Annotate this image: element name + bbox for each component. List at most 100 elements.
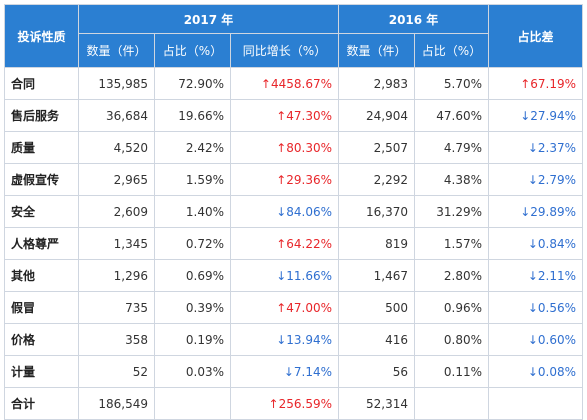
share-2016-cell: 4.79% (413, 131, 490, 164)
growth-2017-cell: ↑64.22% (230, 227, 339, 260)
share-2017-cell: 2.42% (154, 131, 231, 164)
growth-2017-cell: ↑47.00% (230, 291, 339, 324)
qty-2017-cell: 186,549 (78, 387, 155, 420)
share-2017-cell: 19.66% (154, 99, 231, 132)
table-row: 虚假宣传 2,965 1.59% ↑29.36% 2,292 4.38% ↓2.79% (4, 163, 584, 196)
share-2017-cell: 1.40% (154, 195, 231, 228)
share-2016-cell: 31.29% (413, 195, 490, 228)
growth-2017-cell: ↑256.59% (230, 387, 339, 420)
share-2016-cell: 1.57% (413, 227, 490, 260)
qty-2016-cell: 16,370 (338, 195, 415, 228)
row-name-cell: 合计 (4, 387, 79, 420)
share-2016-cell: 5.70% (413, 67, 490, 100)
table-body: 合同 135,985 72.90% ↑4458.67% 2,983 5.70% ↑67.19… (4, 67, 584, 420)
header-qty-2016: 数量（件） (338, 33, 415, 68)
share-diff-cell: ↓0.56% (488, 291, 584, 324)
table-row: 价格 358 0.19% ↓13.94% 416 0.80% ↓0.60% (4, 323, 584, 356)
share-2016-cell (413, 387, 490, 420)
qty-2017-cell: 1,296 (78, 259, 155, 292)
growth-2017-cell: ↑47.30% (230, 99, 339, 132)
table-row: 安全 2,609 1.40% ↓84.06% 16,370 31.29% ↓29.89% (4, 195, 584, 228)
share-diff-cell: ↓27.94% (488, 99, 584, 132)
growth-2017-cell: ↓11.66% (230, 259, 339, 292)
qty-2016-cell: 1,467 (338, 259, 415, 292)
row-name-cell: 合同 (4, 67, 79, 100)
qty-2016-cell: 56 (338, 355, 415, 388)
share-2016-cell: 47.60% (413, 99, 490, 132)
row-name-cell: 人格尊严 (4, 227, 79, 260)
header-row-years: 投诉性质 2017 年 2016 年 占比差 (4, 4, 584, 68)
share-2017-cell: 0.72% (154, 227, 231, 260)
qty-2017-cell: 2,609 (78, 195, 155, 228)
qty-2017-cell: 1,345 (78, 227, 155, 260)
qty-2017-cell: 2,965 (78, 163, 155, 196)
row-name-cell: 计量 (4, 355, 79, 388)
table-row: 人格尊严 1,345 0.72% ↑64.22% 819 1.57% ↓0.84% (4, 227, 584, 260)
table-row: 计量 52 0.03% ↓7.14% 56 0.11% ↓0.08% (4, 355, 584, 388)
qty-2016-cell: 416 (338, 323, 415, 356)
row-name-cell: 售后服务 (4, 99, 79, 132)
share-2017-cell: 0.03% (154, 355, 231, 388)
share-diff-cell (488, 387, 584, 420)
row-name-cell: 安全 (4, 195, 79, 228)
row-name-cell: 质量 (4, 131, 79, 164)
share-diff-cell: ↓29.89% (488, 195, 584, 228)
share-2017-cell: 0.69% (154, 259, 231, 292)
header-share-2016: 占比（%） (413, 33, 490, 68)
qty-2016-cell: 819 (338, 227, 415, 260)
share-diff-cell: ↓2.79% (488, 163, 584, 196)
table-row: 其他 1,296 0.69% ↓11.66% 1,467 2.80% ↓2.11% (4, 259, 584, 292)
header-change: 占比差 (488, 4, 584, 68)
header-growth-2017: 同比增长（%） (230, 33, 339, 68)
growth-2017-cell: ↑80.30% (230, 131, 339, 164)
share-2017-cell: 0.19% (154, 323, 231, 356)
header-share-2017: 占比（%） (154, 33, 231, 68)
table-row: 假冒 735 0.39% ↑47.00% 500 0.96% ↓0.56% (4, 291, 584, 324)
qty-2017-cell: 4,520 (78, 131, 155, 164)
share-diff-cell: ↓2.37% (488, 131, 584, 164)
share-diff-cell: ↑67.19% (488, 67, 584, 100)
qty-2016-cell: 2,292 (338, 163, 415, 196)
qty-2017-cell: 52 (78, 355, 155, 388)
row-name-cell: 假冒 (4, 291, 79, 324)
table-row: 质量 4,520 2.42% ↑80.30% 2,507 4.79% ↓2.37% (4, 131, 584, 164)
qty-2017-cell: 735 (78, 291, 155, 324)
growth-2017-cell: ↑4458.67% (230, 67, 339, 100)
header-qty-2017: 数量（件） (78, 33, 155, 68)
row-name-cell: 虚假宣传 (4, 163, 79, 196)
growth-2017-cell: ↓7.14% (230, 355, 339, 388)
share-2016-cell: 4.38% (413, 163, 490, 196)
share-2016-cell: 0.96% (413, 291, 490, 324)
row-name-cell: 价格 (4, 323, 79, 356)
header-2016: 2016 年 (337, 4, 490, 34)
share-diff-cell: ↓0.84% (488, 227, 584, 260)
share-2017-cell: 1.59% (154, 163, 231, 196)
share-2017-cell: 72.90% (154, 67, 231, 100)
qty-2016-cell: 24,904 (338, 99, 415, 132)
header-2017: 2017 年 (78, 4, 339, 34)
share-diff-cell: ↓0.60% (488, 323, 584, 356)
header-category: 投诉性质 (4, 4, 79, 68)
share-diff-cell: ↓0.08% (488, 355, 584, 388)
share-2016-cell: 0.11% (413, 355, 490, 388)
table-row: 合同 135,985 72.90% ↑4458.67% 2,983 5.70% ↑67.19… (4, 67, 584, 100)
qty-2017-cell: 358 (78, 323, 155, 356)
complaint-table: 投诉性质 2017 年 2016 年 占比差 数量（件） 占比（%） 同比增长（… (4, 4, 584, 420)
row-name-cell: 其他 (4, 259, 79, 292)
share-2016-cell: 2.80% (413, 259, 490, 292)
share-2017-cell: 0.39% (154, 291, 231, 324)
table-row: 合计 186,549 ↑256.59% 52,314 (4, 387, 584, 420)
qty-2016-cell: 500 (338, 291, 415, 324)
growth-2017-cell: ↓13.94% (230, 323, 339, 356)
table-row: 售后服务 36,684 19.66% ↑47.30% 24,904 47.60% ↓27.9… (4, 99, 584, 132)
header-row-columns: 数量（件） 占比（%） 同比增长（%） 数量（件） 占比（%） (5, 33, 583, 68)
qty-2016-cell: 52,314 (338, 387, 415, 420)
qty-2017-cell: 135,985 (78, 67, 155, 100)
growth-2017-cell: ↓84.06% (230, 195, 339, 228)
share-2016-cell: 0.80% (413, 323, 490, 356)
qty-2016-cell: 2,507 (338, 131, 415, 164)
qty-2016-cell: 2,983 (338, 67, 415, 100)
growth-2017-cell: ↑29.36% (230, 163, 339, 196)
share-diff-cell: ↓2.11% (488, 259, 584, 292)
share-2017-cell (154, 387, 231, 420)
